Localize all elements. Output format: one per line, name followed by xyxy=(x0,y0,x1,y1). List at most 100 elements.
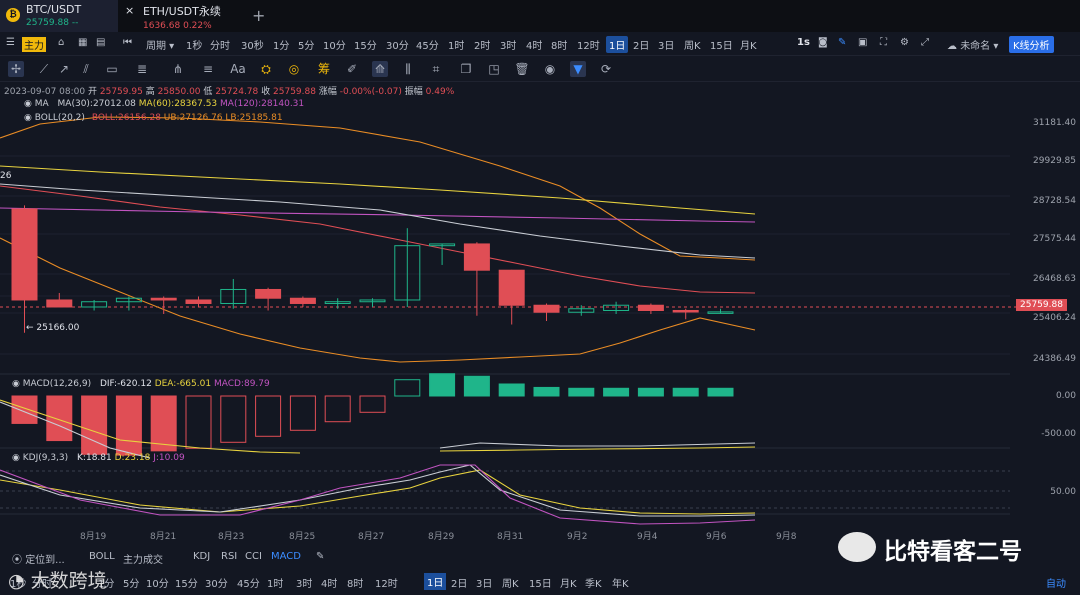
indicator-boll[interactable]: BOLL xyxy=(89,551,115,562)
interval-1[interactable]: 分时 xyxy=(210,41,230,52)
indicator-kdj[interactable]: KDJ xyxy=(193,551,211,562)
layers-icon[interactable]: ▤ xyxy=(96,37,106,48)
period-20[interactable]: 年K xyxy=(612,579,629,590)
period-8[interactable]: 1时 xyxy=(267,579,284,590)
period-5[interactable]: 15分 xyxy=(175,579,198,590)
period-16[interactable]: 周K xyxy=(502,579,519,590)
sync-icon[interactable]: ⟳ xyxy=(600,62,612,76)
period-17[interactable]: 15日 xyxy=(529,579,552,590)
period-bar: 1秒 分时 1分 5分 10分 15分 30分 45分 1时 3时 4时 8时 12时 1日 2日 3日 周K 1… xyxy=(0,570,1080,595)
calendar-icon[interactable]: ▦ xyxy=(78,37,88,48)
speed-label[interactable]: 1s xyxy=(797,37,810,48)
rewind-icon[interactable]: ⏮ xyxy=(123,37,132,48)
ray-icon[interactable]: ↗ xyxy=(58,62,70,76)
brush-icon[interactable]: ✐ xyxy=(346,62,358,76)
interval-6[interactable]: 15分 xyxy=(354,41,377,52)
interval-0[interactable]: 1秒 xyxy=(186,41,203,52)
cloud-icon[interactable]: ☁ 未命名 ▾ xyxy=(947,41,999,52)
locate-button[interactable]: ⦿ 定位到... xyxy=(12,555,65,566)
indicator-cci[interactable]: CCI xyxy=(245,551,262,562)
interval-2[interactable]: 30秒 xyxy=(241,41,264,52)
candle-body xyxy=(463,243,490,271)
fib-channel-icon[interactable]: ⋔ xyxy=(172,62,184,76)
fullscreen-icon[interactable]: ⛶ xyxy=(880,37,887,48)
filter-icon[interactable]: ▼ xyxy=(570,61,586,77)
interval-5[interactable]: 10分 xyxy=(323,41,346,52)
candle-icon[interactable]: ⫼ xyxy=(405,62,411,76)
period-10[interactable]: 4时 xyxy=(321,579,338,590)
interval-19[interactable]: 15日 xyxy=(710,41,733,52)
period-11[interactable]: 8时 xyxy=(347,579,364,590)
indicator-macd[interactable]: MACD xyxy=(271,551,301,562)
magnet-icon[interactable]: ◎ xyxy=(288,62,300,76)
camera-icon[interactable]: ◙ xyxy=(818,37,828,48)
ruler-icon[interactable]: ⛭ xyxy=(261,62,271,76)
period-18[interactable]: 月K xyxy=(560,579,577,590)
indicator-main-force[interactable]: 主力成交 xyxy=(123,555,163,566)
settings-icon[interactable]: ⚙ xyxy=(900,37,909,48)
eye-icon[interactable]: ◉ xyxy=(544,62,556,76)
interval-11[interactable]: 3时 xyxy=(500,41,517,52)
trash-icon[interactable]: 🗑 xyxy=(514,62,530,76)
interval-9[interactable]: 1时 xyxy=(448,41,465,52)
period-19[interactable]: 季K xyxy=(585,579,602,590)
period-13[interactable]: 1日 xyxy=(424,573,447,590)
eye-icon[interactable]: ◉ xyxy=(12,453,20,463)
tab-eth-usdt[interactable]: × ETH/USDT永续 1636.68 0.22% xyxy=(118,0,243,32)
edit-icon[interactable]: ✎ xyxy=(316,551,325,562)
draw-mode-icon[interactable]: ⌗ xyxy=(432,62,440,76)
trend-line-icon[interactable]: ⟋ xyxy=(39,62,49,76)
period-3[interactable]: 5分 xyxy=(123,579,140,590)
add-tab-icon[interactable]: + xyxy=(252,6,266,25)
interval-7[interactable]: 30分 xyxy=(386,41,409,52)
period-0[interactable]: 1秒 xyxy=(10,579,27,590)
interval-8[interactable]: 45分 xyxy=(416,41,439,52)
interval-18[interactable]: 周K xyxy=(684,41,701,52)
tab-btc-usdt[interactable]: ₿ BTC/USDT 25759.88 -- xyxy=(0,0,118,32)
kline-analysis-button[interactable]: K线分析 xyxy=(1009,36,1054,53)
chart-canvas[interactable] xyxy=(0,82,1080,548)
fib-icon[interactable]: ≣ xyxy=(136,62,148,76)
interval-3[interactable]: 1分 xyxy=(273,41,290,52)
parallel-icon[interactable]: ≡ xyxy=(202,62,214,76)
period-14[interactable]: 2日 xyxy=(451,579,468,590)
layers2-icon[interactable]: ◳ xyxy=(488,62,500,76)
interval-12[interactable]: 4时 xyxy=(526,41,543,52)
period-2[interactable]: 1分 xyxy=(98,579,115,590)
auto-button[interactable]: 自动 xyxy=(1046,579,1066,590)
interval-13[interactable]: 8时 xyxy=(551,41,568,52)
eye-icon[interactable]: ◉ xyxy=(24,113,32,123)
interval-17[interactable]: 3日 xyxy=(658,41,675,52)
interval-14[interactable]: 12时 xyxy=(577,41,600,52)
period-4[interactable]: 10分 xyxy=(146,579,169,590)
period-7[interactable]: 45分 xyxy=(237,579,260,590)
main-force-badge[interactable]: 主力 xyxy=(22,37,46,52)
text-icon[interactable]: Aa xyxy=(230,62,246,76)
layout-icon[interactable]: ☰ xyxy=(6,37,15,48)
period-12[interactable]: 12时 xyxy=(375,579,398,590)
interval-16[interactable]: 2日 xyxy=(633,41,650,52)
channel-icon[interactable]: ⫽ xyxy=(83,62,89,76)
period-1[interactable]: 分时 xyxy=(32,579,52,590)
eye-icon[interactable]: ◉ xyxy=(24,99,32,109)
chip-icon[interactable]: 筹 xyxy=(317,62,330,76)
interval-10[interactable]: 2时 xyxy=(474,41,491,52)
period-dropdown[interactable]: 周期 ▾ xyxy=(146,41,175,52)
interval-20[interactable]: 月K xyxy=(740,41,757,52)
period-15[interactable]: 3日 xyxy=(476,579,493,590)
crosshair-icon[interactable]: ✢ xyxy=(8,61,24,77)
eye-icon[interactable]: ◉ xyxy=(12,379,20,389)
period-9[interactable]: 3时 xyxy=(296,579,313,590)
close-icon[interactable]: × xyxy=(125,4,135,17)
copy-icon[interactable]: ❐ xyxy=(460,62,472,76)
image-icon[interactable]: ▣ xyxy=(858,37,868,48)
expand-icon[interactable]: ⤢ xyxy=(921,37,929,48)
pen-icon[interactable]: ✎ xyxy=(838,37,847,48)
interval-4[interactable]: 5分 xyxy=(298,41,315,52)
period-6[interactable]: 30分 xyxy=(205,579,228,590)
home-icon[interactable]: ⌂ xyxy=(58,37,65,48)
measure-icon[interactable]: ⟰ xyxy=(372,61,388,77)
interval-15[interactable]: 1日 xyxy=(606,36,629,53)
rectangle-icon[interactable]: ▭ xyxy=(106,62,118,76)
indicator-rsi[interactable]: RSI xyxy=(221,551,238,562)
